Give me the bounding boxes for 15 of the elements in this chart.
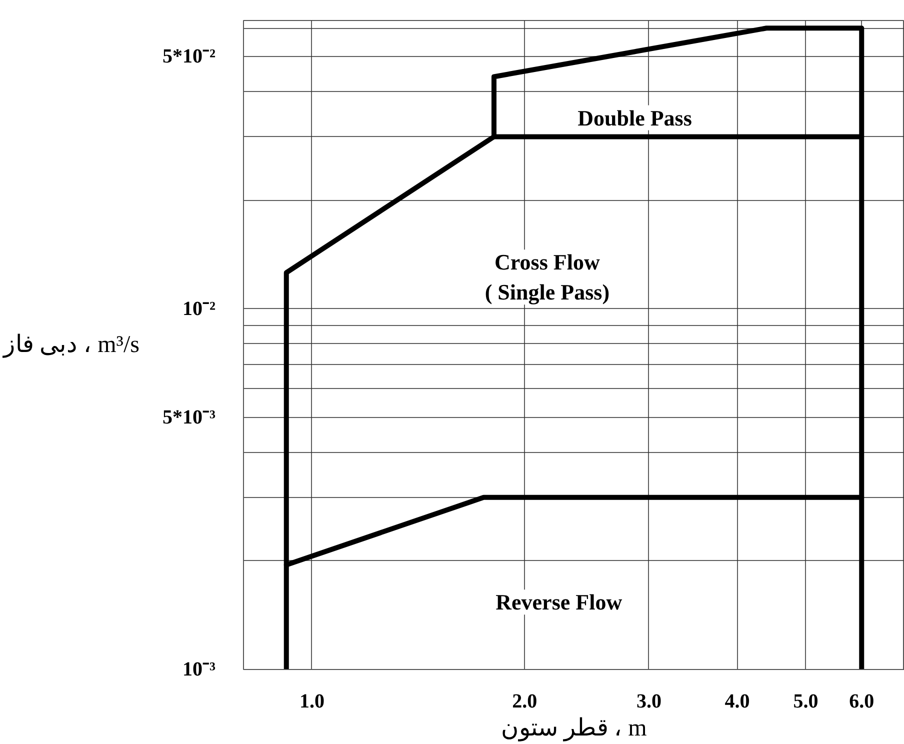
annotation: Cross Flow ( Single Pass)	[484, 250, 610, 305]
annotation: Reverse Flow	[496, 590, 622, 615]
y-tick-label: 10⁻²	[182, 298, 216, 320]
y-tick-label: 5*10⁻²	[162, 46, 216, 68]
y-tick-label: 10⁻³	[182, 658, 216, 680]
x-tick-label: 6.0	[849, 690, 874, 712]
x-tick-label: 4.0	[724, 690, 750, 712]
x-tick-label: 3.0	[636, 690, 662, 712]
annotation: Double Pass	[578, 105, 692, 130]
x-tick-label: 5.0	[793, 690, 818, 712]
x-axis-title: قطر ستون ، m	[501, 716, 648, 742]
x-tick-label: 1.0	[299, 690, 324, 712]
y-tick-label: 5*10⁻³	[162, 406, 216, 428]
y-axis-title: دبی فاز ، m³/s	[2, 332, 140, 358]
x-tick-label: 2.0	[512, 690, 538, 712]
